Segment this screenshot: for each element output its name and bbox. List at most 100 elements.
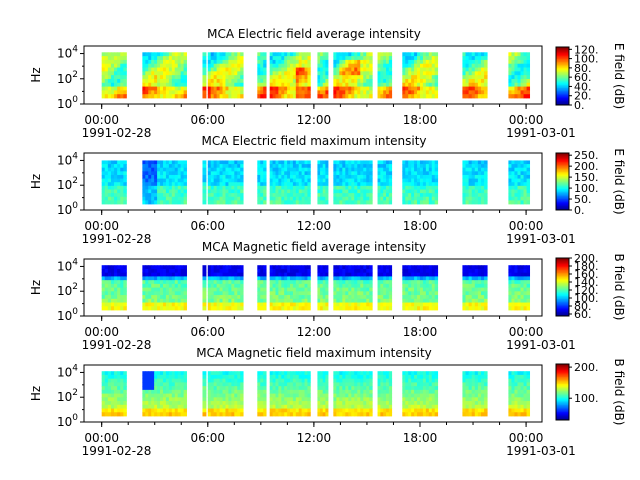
heatmap-cell (333, 386, 337, 391)
heatmap-cell (304, 59, 308, 65)
heatmap-cell (428, 291, 433, 296)
colorbar-cell (556, 276, 569, 279)
data-segment (333, 52, 373, 99)
heatmap-cell (275, 295, 279, 300)
heatmap-cell (117, 86, 121, 91)
heatmap-cell (114, 371, 118, 376)
heatmap-cell (462, 272, 466, 277)
heatmap-cell (213, 185, 218, 190)
heatmap-cell (357, 71, 361, 76)
heatmap-cell (257, 174, 261, 179)
heatmap-cell (278, 412, 282, 417)
heatmap-cell (151, 378, 155, 383)
heatmap-cell (148, 374, 152, 380)
heatmap-cell (269, 389, 273, 394)
heatmap-cell (260, 291, 264, 296)
heatmap-cell (165, 397, 170, 402)
heatmap-cell (411, 280, 415, 285)
heatmap-cell (207, 82, 212, 87)
colorbar-cell (556, 304, 569, 307)
heatmap-cell (360, 408, 364, 413)
heatmap-cell (484, 283, 488, 288)
heatmap-cell (148, 389, 152, 394)
heatmap-cell (325, 302, 329, 307)
heatmap-cell (411, 291, 415, 296)
heatmap-cell (320, 71, 324, 76)
heatmap-cell (377, 193, 381, 198)
heatmap-cell (419, 71, 424, 76)
heatmap-cell (183, 59, 187, 65)
heatmap-cell (526, 298, 531, 303)
heatmap-cell (411, 200, 415, 205)
heatmap-cell (240, 178, 244, 183)
heatmap-cell (171, 52, 176, 57)
chart-title: MCA Magnetic field average intensity (202, 240, 426, 254)
heatmap-cell (320, 86, 324, 91)
heatmap-cell (120, 94, 124, 99)
heatmap-cell (408, 295, 412, 300)
heatmap-cell (325, 63, 329, 68)
heatmap-cell (168, 397, 173, 402)
heatmap-cell (180, 71, 185, 76)
heatmap-cell (231, 287, 235, 292)
heatmap-cell (174, 283, 179, 288)
heatmap-cell (380, 298, 384, 303)
heatmap-cell (336, 189, 340, 194)
heatmap-cell (180, 167, 185, 172)
heatmap-cell (114, 283, 118, 288)
heatmap-cell (117, 265, 121, 270)
data-segment (317, 160, 329, 205)
heatmap-cell (123, 94, 127, 99)
heatmap-cell (317, 182, 321, 187)
heatmap-cell (425, 160, 430, 165)
heatmap-cell (101, 63, 106, 68)
heatmap-cell (107, 185, 112, 190)
heatmap-cell (177, 302, 182, 307)
heatmap-cell (219, 412, 223, 417)
heatmap-cell (360, 56, 364, 61)
heatmap-cell (388, 393, 393, 398)
heatmap-cell (428, 94, 433, 99)
heatmap-cell (168, 196, 173, 201)
heatmap-cell (287, 193, 291, 198)
heatmap-cell (380, 397, 384, 402)
heatmap-cell (231, 389, 235, 394)
heatmap-cell (465, 75, 470, 80)
heatmap-cell (213, 291, 218, 296)
heatmap-cell (411, 276, 415, 281)
heatmap-cell (428, 178, 433, 183)
heatmap-cell (377, 283, 381, 288)
heatmap-cell (101, 94, 106, 99)
heatmap-cell (517, 302, 521, 307)
heatmap-cell (348, 397, 352, 402)
heatmap-cell (110, 189, 115, 194)
heatmap-cell (388, 302, 393, 307)
heatmap-cell (295, 397, 300, 402)
heatmap-cell (322, 397, 326, 402)
heatmap-cell (377, 268, 381, 274)
heatmap-cell (477, 63, 482, 68)
heatmap-cell (304, 298, 308, 303)
heatmap-cell (177, 164, 182, 169)
heatmap-cell (148, 265, 152, 270)
heatmap-cell (222, 56, 226, 61)
heatmap-cell (278, 374, 282, 380)
heatmap-cell (414, 389, 418, 394)
heatmap-cell (304, 268, 308, 274)
heatmap-cell (142, 56, 146, 61)
heatmap-cell (357, 408, 361, 413)
heatmap-cell (101, 268, 106, 274)
heatmap-cell (114, 63, 118, 68)
heatmap-cell (290, 86, 294, 91)
heatmap-cell (104, 75, 109, 80)
heatmap-cell (177, 397, 182, 402)
heatmap-cell (405, 280, 409, 285)
heatmap-cell (210, 82, 215, 87)
heatmap-cell (417, 171, 421, 176)
heatmap-cell (104, 371, 109, 376)
heatmap-cell (517, 280, 521, 285)
heatmap-cell (162, 82, 167, 87)
heatmap-cell (174, 193, 179, 198)
heatmap-cell (272, 75, 276, 80)
heatmap-cell (386, 178, 390, 183)
